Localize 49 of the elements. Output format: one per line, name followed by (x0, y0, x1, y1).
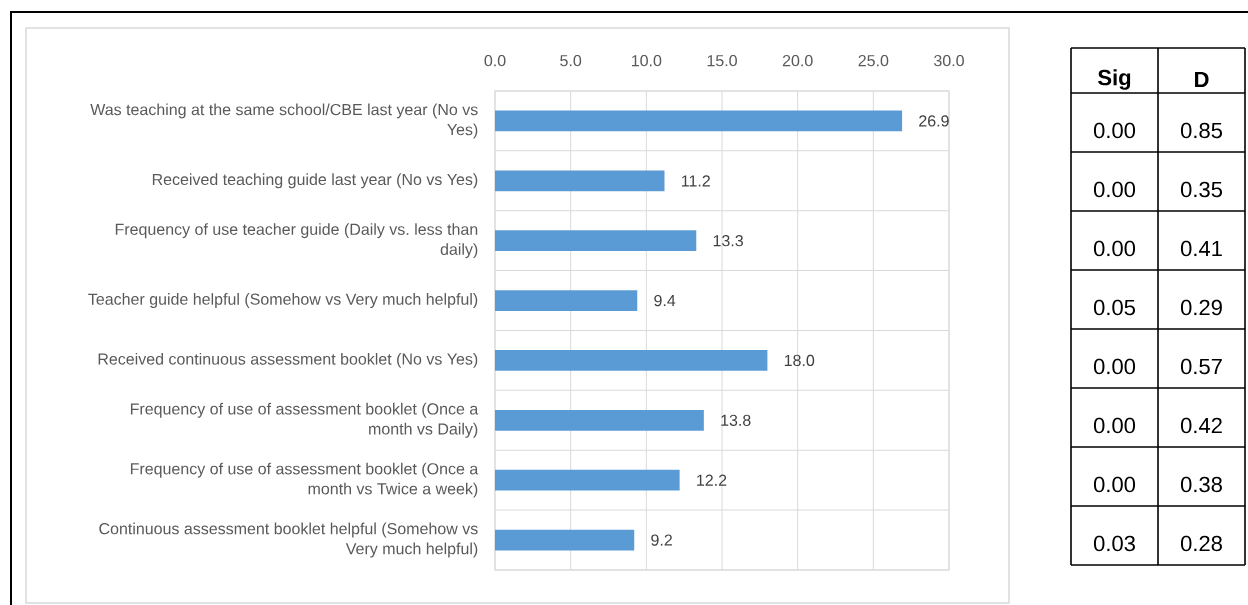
x-tick-label: 5.0 (560, 54, 582, 67)
data-label: 13.8 (721, 414, 751, 426)
x-tick-label: 15.0 (707, 54, 737, 67)
category-label: D (1195, 71, 1209, 88)
text: 0.00 (1093, 122, 1136, 139)
data-label: 18.0 (784, 354, 815, 367)
text: 0.03 (1093, 535, 1135, 552)
y-tick-label: Was teaching at the same school/CBE last year (No vs Yes) (90, 103, 478, 139)
bar (495, 469, 680, 491)
data-label: 26.9 (919, 115, 949, 127)
text: 0.00 (1093, 417, 1136, 434)
text: 0.29 (1180, 299, 1222, 316)
x-tick-label: 10.0 (631, 54, 662, 67)
y-tick-label: Continuous assessment booklet helpful (Somehow vs Very much helpful) (99, 522, 478, 558)
text: 0.28 (1180, 535, 1222, 552)
y-tick-label: Teacher guide helpful (Somehow vs Very much helpful) (88, 293, 478, 309)
data-label: 9.4 (654, 294, 676, 307)
text: 0.00 (1093, 358, 1136, 375)
y-tick-label: Received teaching guide last year (No vs Yes) (152, 173, 478, 189)
text: 0.57 (1180, 358, 1222, 375)
data-label: 13.3 (713, 235, 743, 247)
y-tick-label: Frequency of use of assessment booklet (Once a month vs Twice a week) (130, 462, 479, 498)
data-label: 12.2 (697, 474, 727, 486)
x-tick-label: 25.0 (858, 54, 889, 67)
x-tick-label: 30.0 (934, 54, 964, 67)
y-tick-label: Frequency of use teacher guide (Daily vs. less than daily) (115, 223, 478, 259)
data-label: 9.2 (651, 534, 672, 546)
category-label: Sig (1098, 69, 1131, 90)
text: 0.00 (1093, 476, 1136, 493)
data-label: 11.2 (681, 175, 710, 187)
bar (495, 110, 903, 132)
x-tick-label: 0.0 (484, 54, 506, 67)
bar (495, 350, 768, 371)
y-tick-label: Received continuous assessment booklet (No vs Yes) (98, 352, 478, 368)
text: 0.85 (1180, 122, 1222, 139)
x-tick-label: 20.0 (782, 54, 813, 67)
text: 0.38 (1180, 476, 1222, 493)
text: 0.00 (1093, 181, 1136, 198)
text: 0.00 (1093, 240, 1136, 257)
bar (495, 529, 635, 551)
y-tick-label: Frequency of use of assessment booklet (Once a month vs Daily) (130, 402, 479, 438)
text: 0.05 (1093, 299, 1135, 316)
bar (495, 230, 697, 252)
text: 0.42 (1180, 417, 1222, 434)
bar (495, 170, 665, 192)
text: 0.41 (1180, 240, 1222, 257)
bar (495, 409, 704, 431)
bar (495, 290, 638, 311)
text: 0.35 (1180, 181, 1222, 198)
